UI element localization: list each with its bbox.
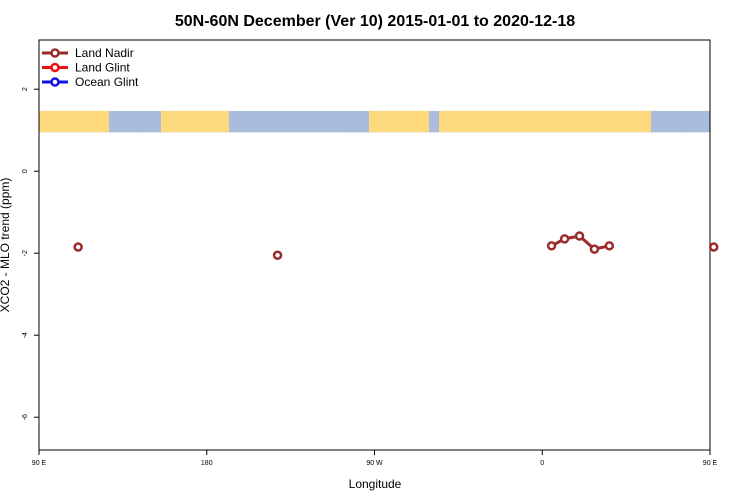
legend-label: Land Glint xyxy=(75,61,130,75)
map-ocean-patch xyxy=(429,113,439,133)
y-tick-label: -2 xyxy=(22,250,29,256)
map-strip xyxy=(39,110,710,133)
data-point xyxy=(604,241,615,251)
map-land xyxy=(369,110,429,133)
x-tick-label: 180 xyxy=(201,460,213,467)
x-axis-label: Longitude xyxy=(349,477,402,491)
data-point xyxy=(559,234,570,244)
data-point xyxy=(589,244,600,254)
x-tick-label: 0 xyxy=(540,460,544,467)
data-point xyxy=(272,250,283,260)
x-tick-label: 90 E xyxy=(32,460,47,467)
map-ocean-patch xyxy=(134,121,142,133)
chart-title: 50N-60N December (Ver 10) 2015-01-01 to … xyxy=(175,13,575,30)
map-ocean-patch xyxy=(229,115,369,133)
y-tick-label: 2 xyxy=(22,87,29,91)
map-land xyxy=(439,110,651,133)
map-ocean-patch xyxy=(339,123,369,133)
y-tick-label: -6 xyxy=(22,414,29,420)
legend-label: Ocean Glint xyxy=(75,75,139,89)
x-tick-label: 90 E xyxy=(703,460,718,467)
y-tick-label: 0 xyxy=(22,169,29,173)
legend-marker xyxy=(50,77,60,87)
data-point xyxy=(574,231,585,241)
legend-marker xyxy=(50,62,60,73)
y-tick-label: -4 xyxy=(22,332,29,338)
map-land xyxy=(39,110,109,133)
data-point xyxy=(73,242,83,252)
map-land xyxy=(161,110,229,133)
legend-marker xyxy=(50,48,60,58)
y-axis-label: XCO2 - MLO trend (ppm) xyxy=(0,178,12,313)
x-axis: 90 E 180 90 W 0 90 E xyxy=(32,450,718,467)
legend-label: Land Nadir xyxy=(75,46,134,60)
series-layer xyxy=(73,231,719,260)
x-tick-label: 90 W xyxy=(366,460,383,467)
data-point xyxy=(708,242,719,252)
y-axis: -6 -4 -2 0 2 xyxy=(22,87,39,420)
data-point xyxy=(546,241,557,251)
map-ocean-patch xyxy=(679,121,689,133)
